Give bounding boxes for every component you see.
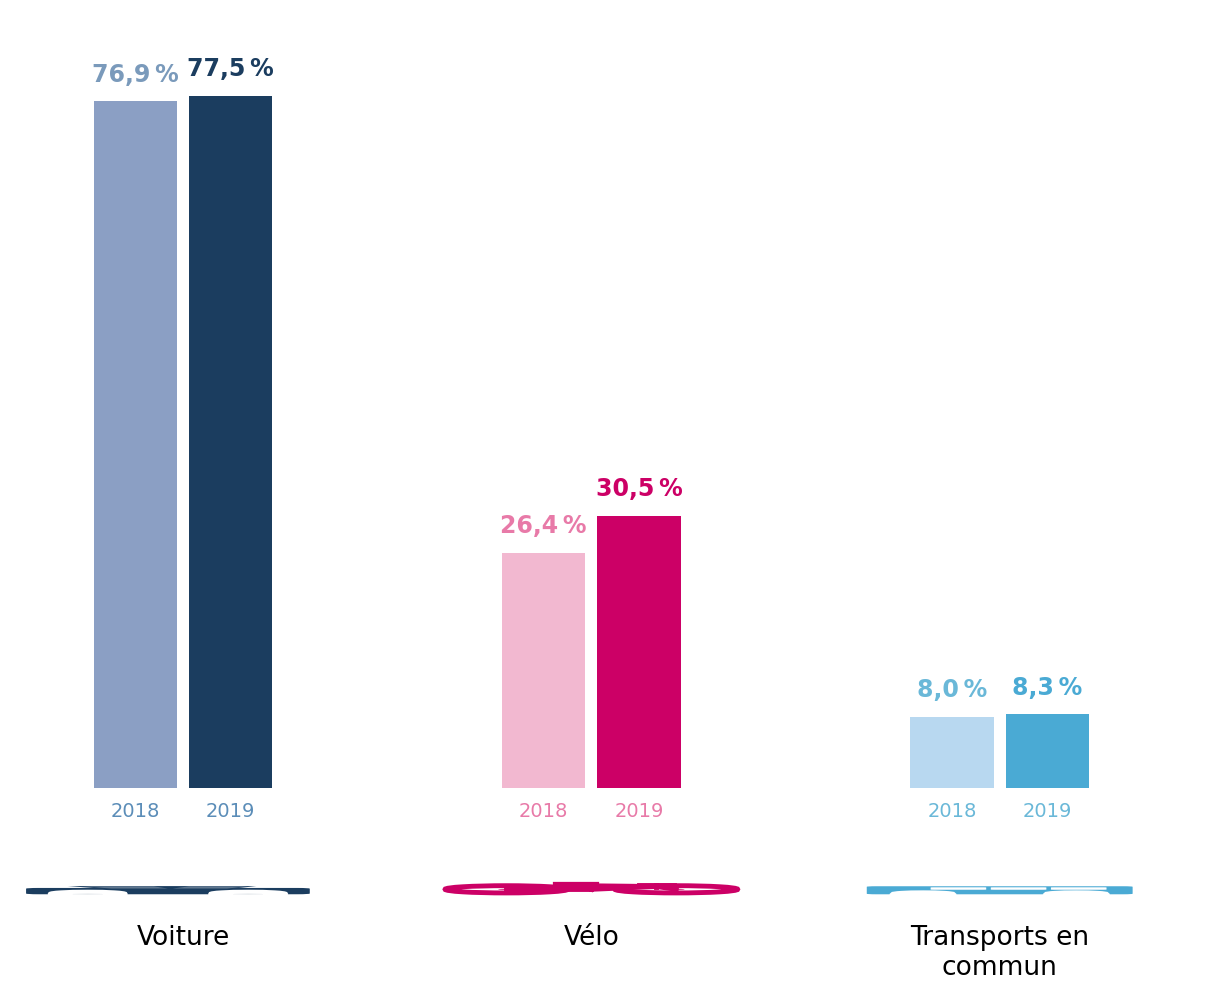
Text: 26,4 %: 26,4 % xyxy=(501,514,587,538)
Bar xyxy=(502,553,586,788)
Circle shape xyxy=(893,892,953,896)
Text: 2018: 2018 xyxy=(110,802,160,821)
Circle shape xyxy=(1046,892,1107,896)
Text: 8,0 %: 8,0 % xyxy=(917,678,987,702)
Bar xyxy=(93,102,177,788)
FancyBboxPatch shape xyxy=(867,886,1133,894)
Text: Transports en
commun: Transports en commun xyxy=(910,925,1089,981)
Text: 8,3 %: 8,3 % xyxy=(1012,675,1082,699)
Bar xyxy=(189,96,272,788)
Text: 30,5 %: 30,5 % xyxy=(596,477,683,501)
FancyBboxPatch shape xyxy=(25,888,309,894)
FancyBboxPatch shape xyxy=(991,887,1047,889)
Text: 2019: 2019 xyxy=(1023,802,1072,821)
FancyBboxPatch shape xyxy=(930,887,986,889)
Text: 76,9 %: 76,9 % xyxy=(92,62,178,86)
Text: 2018: 2018 xyxy=(928,802,976,821)
Circle shape xyxy=(50,891,125,896)
Bar xyxy=(911,717,993,788)
Bar xyxy=(1006,715,1089,788)
Circle shape xyxy=(911,893,935,894)
Text: 77,5 %: 77,5 % xyxy=(187,57,274,81)
Circle shape xyxy=(232,893,264,895)
Text: Vélo: Vélo xyxy=(564,925,620,951)
Text: 2018: 2018 xyxy=(519,802,569,821)
Bar xyxy=(598,516,680,788)
Text: Voiture: Voiture xyxy=(136,925,229,951)
Circle shape xyxy=(210,891,286,896)
Text: 2019: 2019 xyxy=(614,802,664,821)
Circle shape xyxy=(1065,893,1088,894)
Text: 2019: 2019 xyxy=(206,802,256,821)
Polygon shape xyxy=(82,886,167,888)
FancyBboxPatch shape xyxy=(1050,887,1106,889)
Polygon shape xyxy=(68,886,256,888)
Circle shape xyxy=(72,893,104,895)
Polygon shape xyxy=(172,886,249,888)
